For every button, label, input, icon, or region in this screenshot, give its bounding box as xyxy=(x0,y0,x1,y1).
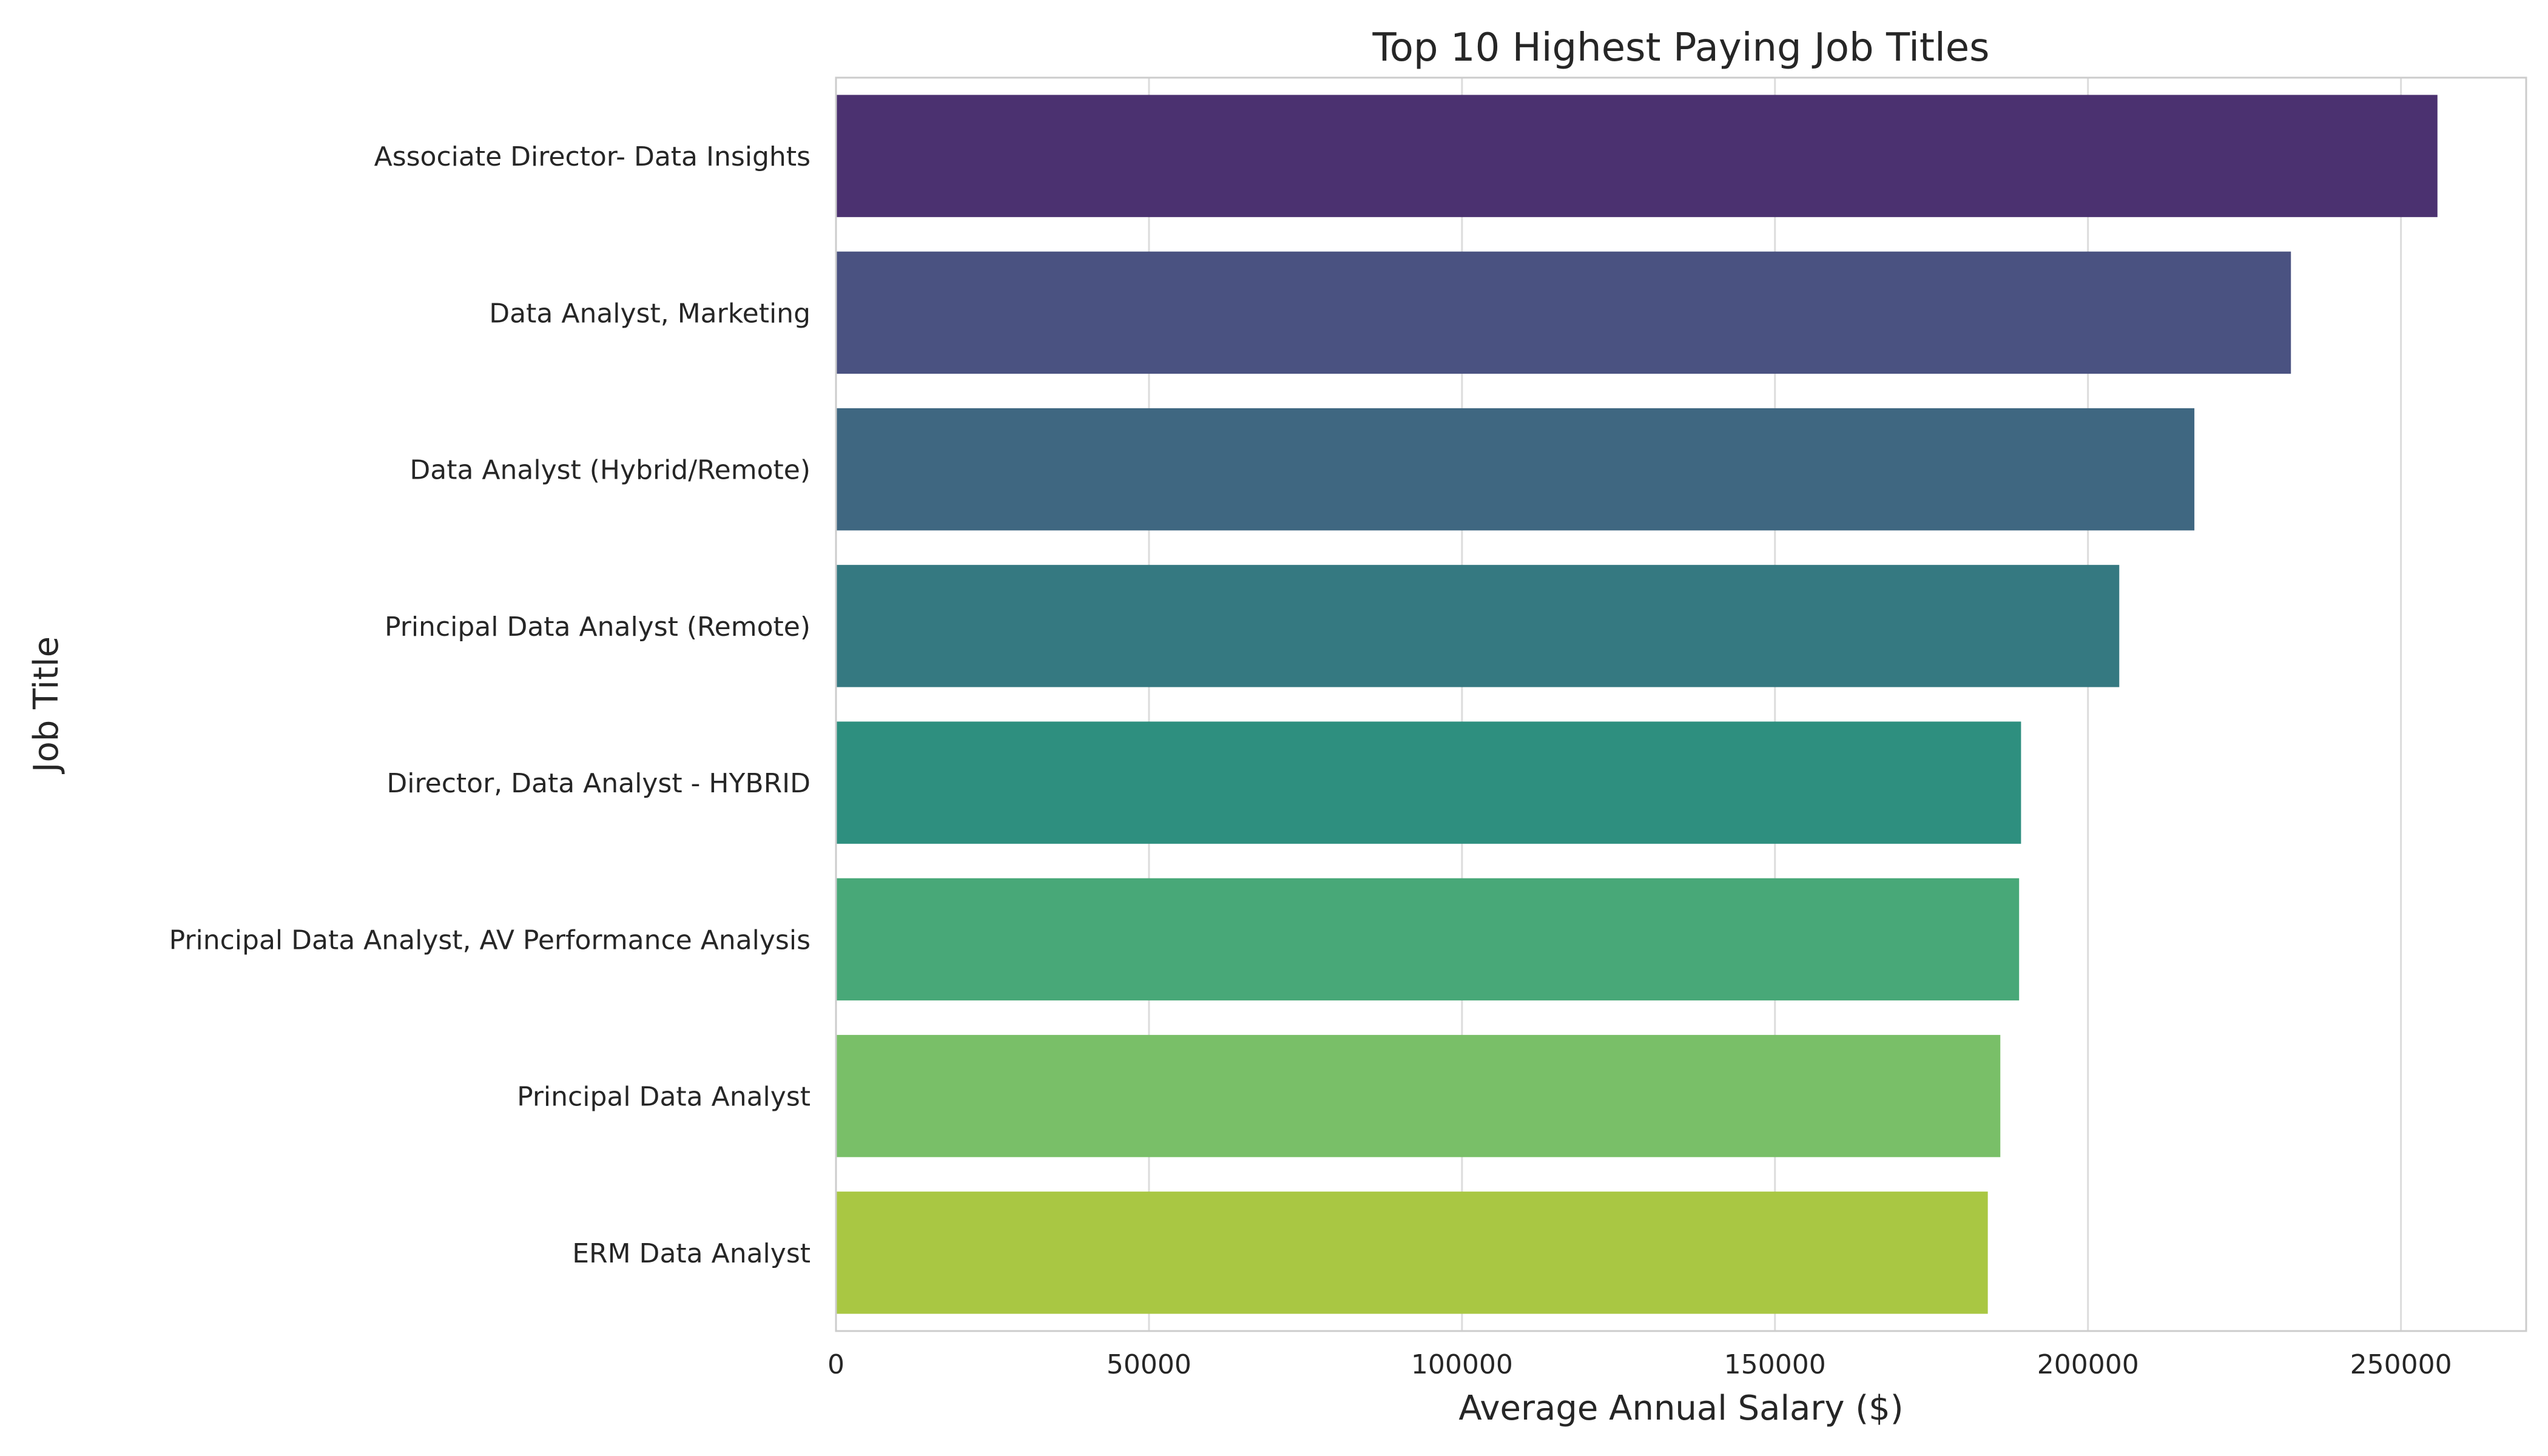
chart-title: Top 10 Highest Paying Job Titles xyxy=(1372,25,1990,70)
y-tick-label: Associate Director- Data Insights xyxy=(374,141,811,172)
x-axis-title: Average Annual Salary ($) xyxy=(1458,1389,1903,1428)
x-tick-label: 100000 xyxy=(1411,1349,1513,1380)
y-tick-label: ERM Data Analyst xyxy=(572,1238,811,1269)
y-tick-label: Director, Data Analyst - HYBRID xyxy=(386,768,811,799)
bar xyxy=(836,408,2195,531)
bar xyxy=(836,95,2438,217)
x-tick-label: 200000 xyxy=(2037,1349,2139,1380)
bar xyxy=(836,251,2291,374)
y-tick-label: Principal Data Analyst xyxy=(517,1082,811,1113)
x-tick-label: 150000 xyxy=(1724,1349,1826,1380)
y-tick-label: Principal Data Analyst (Remote) xyxy=(385,612,811,642)
bar xyxy=(836,565,2120,687)
y-tick-labels: Associate Director- Data Insights Data An… xyxy=(169,141,811,1269)
plot-frame xyxy=(835,76,2527,1332)
x-tick-labels: 0 50000 100000 150000 200000 250000 xyxy=(827,1349,2452,1380)
x-tick-label: 250000 xyxy=(2350,1349,2452,1380)
y-tick-label: Data Analyst, Marketing xyxy=(489,298,811,329)
x-tick-label: 50000 xyxy=(1107,1349,1191,1380)
bar xyxy=(836,878,2020,1001)
bar xyxy=(836,721,2021,844)
bar xyxy=(836,1191,1988,1314)
y-axis-title: Job Title xyxy=(27,636,66,774)
bar xyxy=(836,1034,2001,1158)
y-tick-label: Principal Data Analyst, AV Performance A… xyxy=(169,925,811,956)
y-tick-label: Data Analyst (Hybrid/Remote) xyxy=(410,455,811,486)
x-tick-label: 0 xyxy=(827,1349,844,1380)
bars xyxy=(836,95,2438,1314)
